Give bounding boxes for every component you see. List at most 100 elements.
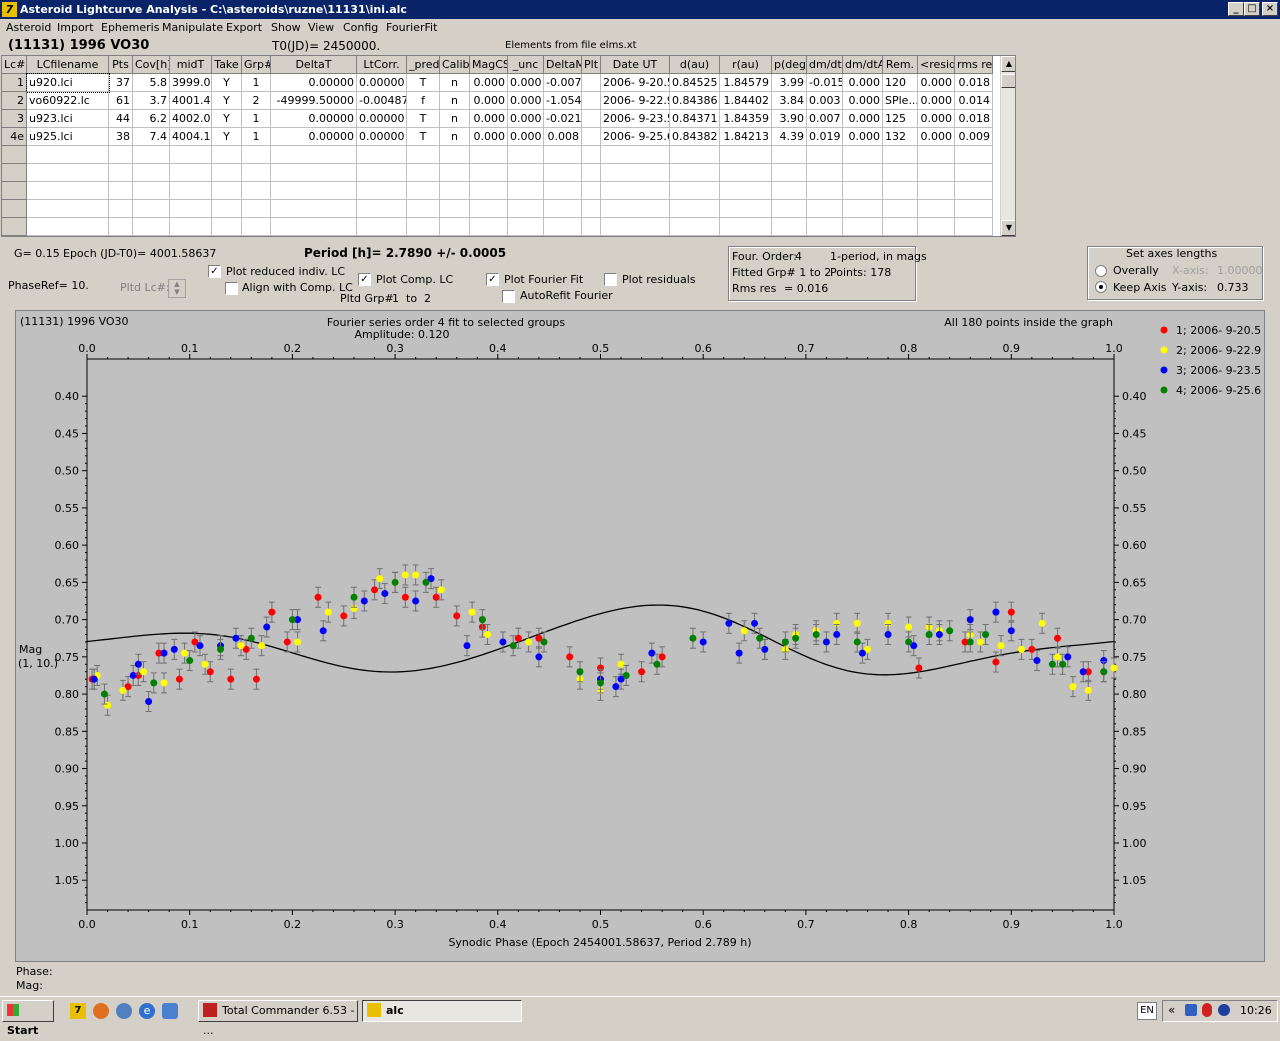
table-cell[interactable] bbox=[440, 164, 470, 182]
table-cell[interactable]: 3.90 bbox=[772, 110, 807, 128]
column-header[interactable]: <resid> bbox=[918, 56, 955, 74]
table-cell[interactable] bbox=[407, 218, 440, 236]
table-cell[interactable] bbox=[843, 218, 883, 236]
table-cell[interactable] bbox=[109, 218, 133, 236]
table-cell[interactable] bbox=[133, 218, 170, 236]
table-cell[interactable] bbox=[133, 200, 170, 218]
table-cell[interactable]: 2006- 9-22.9 bbox=[601, 92, 670, 110]
table-cell[interactable] bbox=[407, 200, 440, 218]
table-cell[interactable] bbox=[133, 182, 170, 200]
table-cell[interactable]: 132 bbox=[883, 128, 918, 146]
table-cell[interactable] bbox=[508, 200, 544, 218]
tray-network-icon[interactable] bbox=[1185, 1004, 1197, 1016]
table-cell[interactable]: 0.000 bbox=[470, 128, 508, 146]
table-cell[interactable]: 0.000 bbox=[918, 110, 955, 128]
table-cell[interactable] bbox=[407, 182, 440, 200]
table-cell[interactable] bbox=[357, 164, 407, 182]
table-cell[interactable] bbox=[440, 146, 470, 164]
minimize-button[interactable]: _ bbox=[1228, 2, 1244, 16]
table-cell[interactable]: 0.000 bbox=[508, 128, 544, 146]
table-cell[interactable]: 1 bbox=[242, 110, 271, 128]
table-cell[interactable] bbox=[601, 200, 670, 218]
column-header[interactable]: Rem. bbox=[883, 56, 918, 74]
column-header[interactable]: dm/dtA bbox=[843, 56, 883, 74]
show-desktop-icon[interactable] bbox=[162, 1003, 178, 1019]
table-cell[interactable] bbox=[582, 74, 601, 92]
table-cell[interactable] bbox=[955, 146, 993, 164]
table-cell[interactable] bbox=[843, 182, 883, 200]
table-cell[interactable]: 0.000 bbox=[918, 128, 955, 146]
align-comp-checkbox[interactable] bbox=[225, 282, 238, 295]
table-cell[interactable] bbox=[883, 182, 918, 200]
table-cell[interactable]: 120 bbox=[883, 74, 918, 92]
row-header[interactable] bbox=[2, 164, 27, 182]
table-cell[interactable] bbox=[440, 200, 470, 218]
menu-fourierfit[interactable]: FourierFit bbox=[386, 21, 438, 34]
table-cell[interactable] bbox=[242, 182, 271, 200]
table-cell[interactable] bbox=[212, 200, 242, 218]
table-cell[interactable]: 0.000 bbox=[843, 110, 883, 128]
table-cell[interactable]: 0.000 bbox=[508, 110, 544, 128]
table-cell[interactable]: 0.003 bbox=[807, 92, 843, 110]
table-cell[interactable] bbox=[109, 146, 133, 164]
table-cell[interactable]: 0.00000 bbox=[357, 110, 407, 128]
autorefit-checkbox[interactable] bbox=[502, 290, 515, 303]
column-header[interactable]: midT bbox=[170, 56, 212, 74]
table-cell[interactable] bbox=[582, 92, 601, 110]
table-cell[interactable] bbox=[807, 218, 843, 236]
table-cell[interactable]: 4004.1 bbox=[170, 128, 212, 146]
pltd-grp-from[interactable]: 1 bbox=[392, 292, 399, 305]
table-cell[interactable] bbox=[27, 164, 109, 182]
table-cell[interactable] bbox=[27, 200, 109, 218]
table-cell[interactable]: 0.00000 bbox=[271, 128, 357, 146]
table-cell[interactable] bbox=[772, 164, 807, 182]
table-cell[interactable]: SPle... bbox=[883, 92, 918, 110]
table-cell[interactable]: vo60922.lc bbox=[27, 92, 109, 110]
table-cell[interactable]: 1.84402 bbox=[720, 92, 772, 110]
table-cell[interactable] bbox=[883, 200, 918, 218]
table-cell[interactable] bbox=[357, 200, 407, 218]
clock[interactable]: 10:26 bbox=[1240, 1004, 1272, 1017]
table-cell[interactable] bbox=[242, 146, 271, 164]
table-cell[interactable] bbox=[109, 182, 133, 200]
menu-ephemeris[interactable]: Ephemeris bbox=[101, 21, 160, 34]
row-header[interactable]: 4e bbox=[2, 128, 27, 146]
table-cell[interactable] bbox=[170, 182, 212, 200]
table-cell[interactable] bbox=[601, 164, 670, 182]
table-cell[interactable] bbox=[772, 182, 807, 200]
table-cell[interactable]: u925.lci bbox=[27, 128, 109, 146]
column-header[interactable]: DeltaM bbox=[544, 56, 582, 74]
table-cell[interactable] bbox=[27, 182, 109, 200]
table-cell[interactable] bbox=[720, 146, 772, 164]
column-header[interactable]: dm/dt bbox=[807, 56, 843, 74]
lightcurve-plot-panel[interactable]: 0.0 0.0 0.1 0.1 0.2 0.2 0.3 0.3 0.4 0.4 0.5 0.5 0.6 0… bbox=[15, 310, 1265, 962]
table-cell[interactable] bbox=[470, 182, 508, 200]
table-cell[interactable] bbox=[170, 218, 212, 236]
table-cell[interactable]: 0.84525 bbox=[670, 74, 720, 92]
table-cell[interactable] bbox=[242, 218, 271, 236]
row-header[interactable]: 2 bbox=[2, 92, 27, 110]
ie-icon[interactable]: e bbox=[139, 1003, 155, 1019]
table-cell[interactable] bbox=[407, 146, 440, 164]
column-header[interactable]: LCfilename bbox=[27, 56, 109, 74]
row-header[interactable]: 1 bbox=[2, 74, 27, 92]
table-cell[interactable] bbox=[582, 182, 601, 200]
table-cell[interactable] bbox=[170, 200, 212, 218]
table-cell[interactable] bbox=[582, 164, 601, 182]
table-cell[interactable]: 5.8 bbox=[133, 74, 170, 92]
table-cell[interactable] bbox=[440, 218, 470, 236]
table-cell[interactable]: 0.84371 bbox=[670, 110, 720, 128]
table-cell[interactable]: 0.019 bbox=[807, 128, 843, 146]
row-header[interactable] bbox=[2, 146, 27, 164]
table-cell[interactable] bbox=[170, 146, 212, 164]
table-cell[interactable] bbox=[271, 146, 357, 164]
table-cell[interactable]: 44 bbox=[109, 110, 133, 128]
thunderbird-icon[interactable] bbox=[116, 1003, 132, 1019]
table-cell[interactable] bbox=[271, 182, 357, 200]
table-cell[interactable]: -0.021 bbox=[544, 110, 582, 128]
table-cell[interactable] bbox=[955, 164, 993, 182]
table-cell[interactable] bbox=[670, 218, 720, 236]
table-cell[interactable] bbox=[807, 200, 843, 218]
table-cell[interactable]: 1.84359 bbox=[720, 110, 772, 128]
table-cell[interactable]: n bbox=[440, 74, 470, 92]
